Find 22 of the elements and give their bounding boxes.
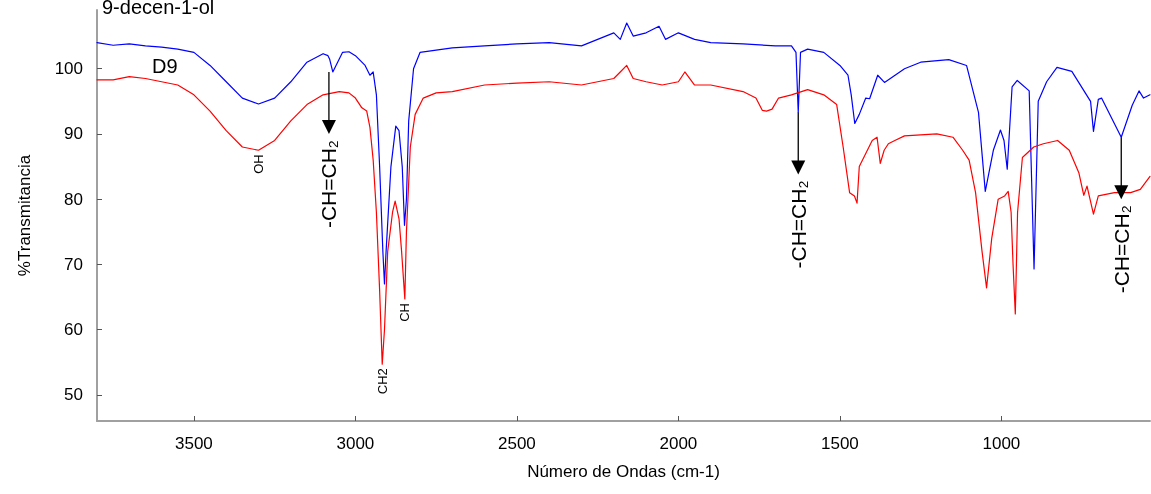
annotation: -CH=CH₂ xyxy=(1109,205,1133,294)
y-tick-label: 50 xyxy=(64,385,83,405)
y-tick-label: 60 xyxy=(64,320,83,340)
y-tick-label: 70 xyxy=(64,254,83,274)
x-tick-label: 2000 xyxy=(659,434,698,453)
annotation: -CH=CH₂ xyxy=(786,180,810,269)
x-tick-label: 1500 xyxy=(821,434,859,453)
x-tick-label: 2500 xyxy=(497,434,536,453)
annotation: CH2 xyxy=(374,368,390,395)
series-label: D9 xyxy=(152,54,178,77)
x-axis-title: Número de Ondas (cm-1) xyxy=(527,462,720,481)
y-tick-label: 100 xyxy=(54,59,83,79)
annotation: CH xyxy=(397,303,413,322)
y-tick-label: 80 xyxy=(64,189,83,209)
x-tick-label: 3000 xyxy=(336,434,375,453)
series-label: 9-decen-1-ol xyxy=(102,0,215,18)
x-tick-label: 3500 xyxy=(174,434,213,453)
x-tick-label: 1000 xyxy=(982,434,1021,453)
y-tick-label: 90 xyxy=(64,124,83,144)
y-axis-title: %Transmitancia xyxy=(15,154,34,277)
annotation: OH xyxy=(251,154,266,174)
annotation: -CH=CH₂ xyxy=(317,139,341,229)
